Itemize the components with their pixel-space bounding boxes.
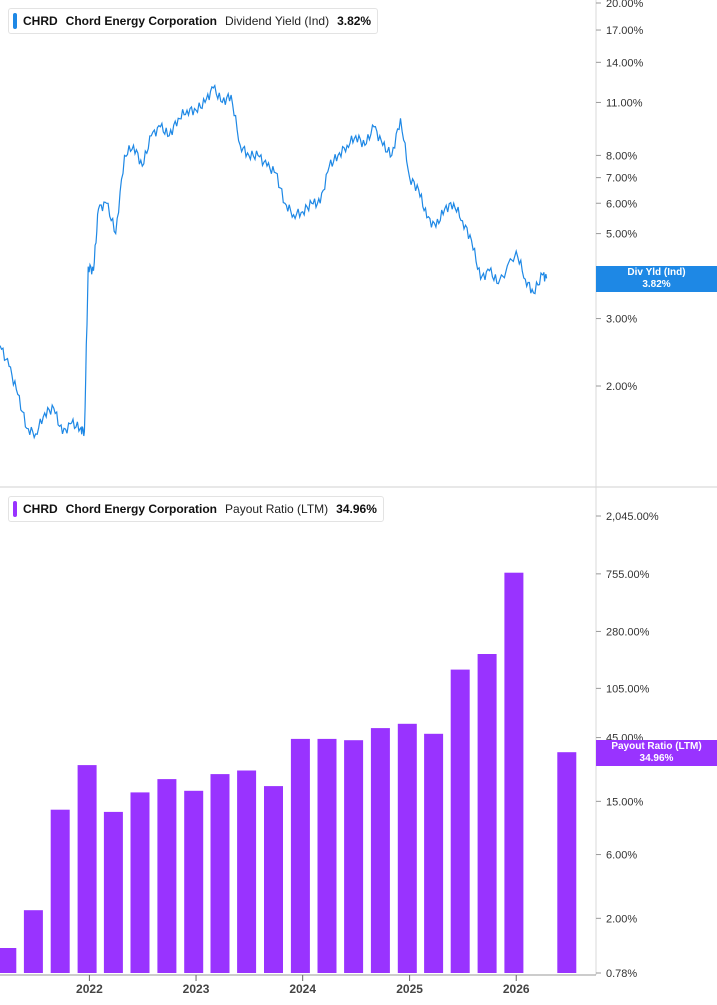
payout-bar <box>424 733 444 973</box>
payout-y-tick-label: 105.00% <box>606 683 650 695</box>
payout-y-tick-label: 755.00% <box>606 569 650 581</box>
bottom-legend-metric: Payout Ratio (LTM) <box>225 502 329 516</box>
payout-y-tick-label: 6.00% <box>606 850 637 862</box>
payout-y-tick-label: 2.00% <box>606 913 637 925</box>
payout-bar <box>450 669 470 973</box>
yield-y-tick-label: 3.00% <box>606 314 637 326</box>
payout-value-tag: Payout Ratio (LTM) 34.96% <box>596 740 717 766</box>
payout-y-tick-label: 2,045.00% <box>606 511 659 523</box>
x-tick-label: 2026 <box>503 982 530 996</box>
payout-bar <box>370 728 390 973</box>
payout-swatch <box>13 501 17 517</box>
payout-bar <box>184 790 204 973</box>
top-legend-metric: Dividend Yield (Ind) <box>225 14 330 28</box>
x-tick-label: 2024 <box>289 982 316 996</box>
payout-bar <box>264 786 283 973</box>
payout-bar <box>50 809 70 973</box>
yield-y-tick-label: 20.00% <box>606 0 644 10</box>
payout-bar <box>504 572 524 973</box>
payout-tag-label: Payout Ratio (LTM) <box>611 741 702 752</box>
payout-bar <box>157 779 177 973</box>
payout-bar <box>477 654 497 973</box>
payout-bar <box>130 792 150 973</box>
yield-y-tick-label: 5.00% <box>606 229 637 241</box>
yield-y-tick-label: 11.00% <box>606 97 643 109</box>
payout-bar <box>557 752 577 973</box>
top-legend[interactable]: CHRD Chord Energy Corporation Dividend Y… <box>8 8 379 34</box>
yield-value-tag: Div Yld (Ind) 3.82% <box>596 266 717 292</box>
payout-bar <box>23 910 43 973</box>
yield-y-tick-label: 8.00% <box>606 150 637 162</box>
top-legend-value: 3.82% <box>337 14 372 28</box>
top-legend-company: Chord Energy Corporation <box>65 14 218 28</box>
payout-bar <box>344 740 364 973</box>
yield-y-tick-label: 6.00% <box>606 198 637 210</box>
payout-bar <box>290 738 310 973</box>
payout-bar <box>237 770 257 973</box>
yield-swatch <box>13 13 17 29</box>
yield-y-tick-label: 17.00% <box>606 25 644 37</box>
bottom-legend-symbol: CHRD <box>23 502 58 516</box>
bottom-legend[interactable]: CHRD Chord Energy Corporation Payout Rat… <box>8 496 384 522</box>
payout-bar <box>77 765 97 973</box>
payout-y-tick-label: 280.00% <box>606 626 650 638</box>
bottom-legend-company: Chord Energy Corporation <box>65 502 218 516</box>
yield-tag-label: Div Yld (Ind) <box>627 267 686 278</box>
yield-tag-value: 3.82% <box>642 279 671 290</box>
payout-bar <box>397 723 417 973</box>
payout-bar <box>210 774 230 973</box>
payout-bar <box>317 738 337 973</box>
x-tick-label: 2022 <box>76 982 103 996</box>
payout-y-tick-label: 15.00% <box>606 796 644 808</box>
x-tick-label: 2023 <box>183 982 210 996</box>
yield-y-tick-label: 2.00% <box>606 381 637 393</box>
x-tick-label: 2025 <box>396 982 423 996</box>
payout-tag-value: 34.96% <box>639 753 674 764</box>
yield-y-tick-label: 7.00% <box>606 173 637 185</box>
yield-y-tick-label: 14.00% <box>606 57 644 69</box>
payout-y-tick-label: 0.78% <box>606 968 637 980</box>
payout-bar <box>103 811 123 973</box>
bottom-legend-value: 34.96% <box>336 502 377 516</box>
top-legend-symbol: CHRD <box>23 14 58 28</box>
dividend-yield-line <box>0 83 548 440</box>
payout-bar <box>0 948 17 973</box>
